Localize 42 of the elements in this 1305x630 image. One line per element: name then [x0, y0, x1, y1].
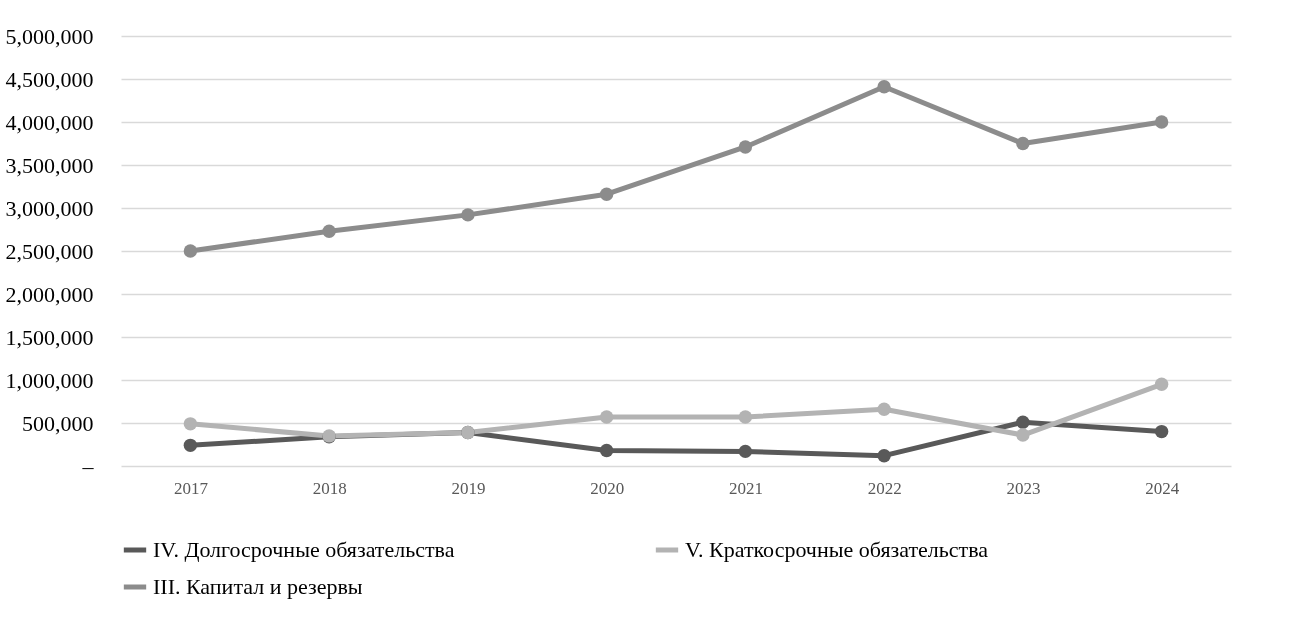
x-tick-label: 2021: [728, 478, 763, 498]
point: [738, 444, 753, 459]
legend-label: V. Краткосрочные обязательства: [685, 537, 989, 562]
point: [183, 244, 198, 258]
point: [461, 208, 475, 222]
point: [877, 402, 891, 416]
point: [1016, 428, 1030, 442]
y-tick-label: 1,000,000: [5, 367, 94, 393]
point: [599, 443, 614, 458]
y-tick-label: 4,000,000: [5, 109, 94, 135]
point: [1154, 424, 1169, 439]
y-tick-label: 3,000,000: [5, 195, 94, 221]
y-tick-label: 2,000,000: [5, 281, 94, 307]
x-tick-label: 2024: [1145, 478, 1180, 498]
point: [322, 224, 336, 238]
y-tick-label: 500,000: [22, 410, 94, 436]
point: [738, 410, 753, 424]
legend-label: IV. Долгосрочные обязательства: [153, 537, 455, 562]
point: [599, 410, 614, 424]
point: [1154, 115, 1169, 129]
y-tick-label: 2,500,000: [5, 238, 94, 264]
point: [877, 448, 891, 463]
point: [877, 80, 891, 94]
legend-label: III. Капитал и резервы: [153, 574, 363, 599]
point: [1154, 377, 1169, 391]
y-tick-label: 1,500,000: [5, 324, 94, 350]
point: [599, 187, 614, 201]
x-tick-label: 2017: [173, 478, 209, 498]
point: [1016, 136, 1030, 151]
point: [183, 438, 198, 453]
x-tick-label: 2018: [312, 478, 347, 498]
y-tick-label: 4,500,000: [5, 66, 94, 92]
y-tick-label: 5,000,000: [5, 23, 94, 49]
point: [738, 140, 753, 154]
y-tick-label: –: [81, 453, 95, 479]
x-tick-label: 2023: [1006, 478, 1041, 498]
x-tick-label: 2019: [451, 478, 486, 498]
point: [183, 417, 198, 431]
x-tick-label: 2020: [590, 478, 625, 498]
point: [1016, 415, 1030, 429]
x-tick-label: 2022: [867, 478, 902, 498]
y-tick-label: 3,500,000: [5, 152, 94, 178]
